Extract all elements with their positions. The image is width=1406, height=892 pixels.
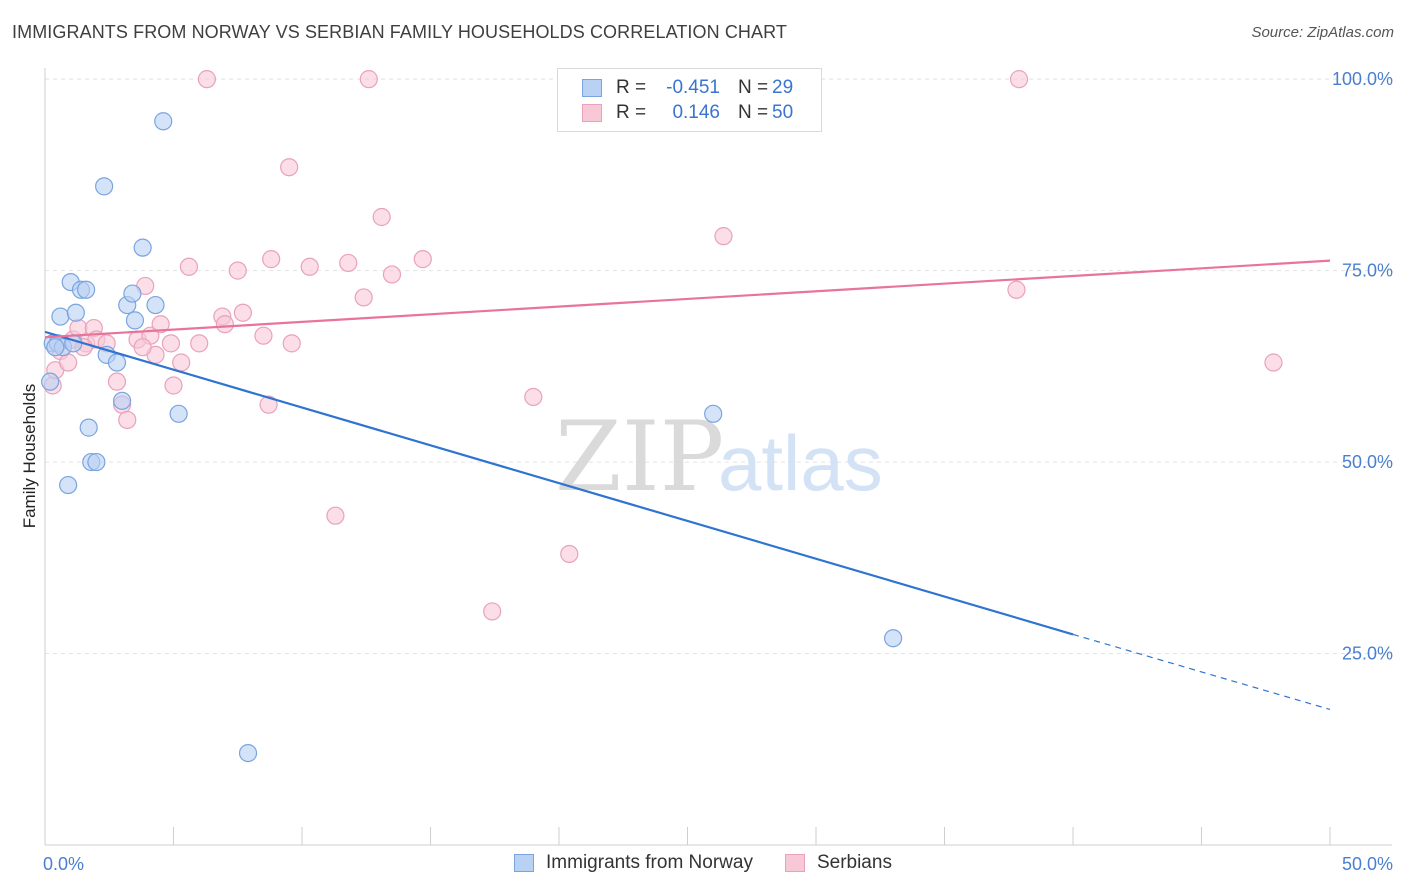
norway-point — [704, 404, 723, 423]
norway-trend-extension — [1072, 633, 1331, 711]
serbian-point — [382, 265, 402, 284]
serbian-point — [161, 334, 181, 353]
norway-point — [133, 238, 152, 257]
norway-point — [154, 112, 173, 131]
legend-swatch-norway — [582, 79, 602, 97]
tick-label-layer: 25.0% 50.0% 75.0% 100.0% 0.0% 50.0% — [43, 69, 1393, 874]
serbian-point — [190, 334, 209, 353]
norway-point — [146, 295, 165, 315]
points-layer — [41, 70, 1283, 763]
serbian-point — [359, 70, 378, 89]
legend-row-serbians: R = 0.146 N = 50 — [582, 101, 793, 125]
serbian-point — [215, 315, 234, 334]
norway-point — [883, 629, 903, 648]
norway-point — [123, 284, 142, 303]
norway-trend-line — [44, 330, 1074, 636]
legend-item-norway[interactable]: Immigrants from Norway — [514, 852, 753, 874]
serbian-point — [1264, 353, 1283, 372]
legend-swatch-norway — [514, 854, 535, 872]
norway-point — [95, 177, 114, 196]
serbian-point — [151, 315, 170, 334]
x-tick-label: 0.0% — [43, 854, 84, 874]
watermark-atlas: atlas — [718, 419, 883, 507]
norway-point — [107, 353, 127, 372]
serbian-point — [339, 253, 358, 273]
serbian-point — [259, 395, 278, 414]
norway-point — [51, 307, 70, 326]
serbian-point — [282, 334, 301, 353]
serbian-point — [164, 376, 183, 395]
norway-point — [238, 743, 258, 763]
legend-n-value-serbians: 50 — [772, 102, 794, 123]
serbian-point — [413, 250, 432, 269]
watermark: ZIP atlas — [555, 401, 883, 513]
grid-layer — [45, 78, 1392, 655]
x-tick-label: 50.0% — [1342, 854, 1393, 874]
y-tick-label: 100.0% — [1332, 69, 1393, 89]
legend-label-norway: Immigrants from Norway — [546, 852, 753, 873]
y-tick-label: 50.0% — [1342, 452, 1393, 472]
serbian-point — [262, 250, 281, 269]
legend-n-label: N = — [738, 102, 769, 123]
norway-point — [77, 280, 96, 299]
legend-item-serbians[interactable]: Serbians — [784, 852, 892, 874]
stats-legend: R = -0.451 N = 29 R = 0.146 N = 50 — [557, 68, 822, 132]
watermark-zip: ZIP — [555, 401, 724, 513]
serbian-point — [172, 353, 191, 372]
serbian-point — [372, 207, 391, 227]
serbian-point — [233, 303, 252, 322]
source-label: Source: ZipAtlas.com — [1251, 24, 1394, 41]
serbian-point — [59, 353, 78, 372]
norway-point — [87, 452, 106, 472]
serbian-point — [254, 326, 273, 345]
serbian-point — [560, 544, 579, 564]
norway-point — [169, 404, 188, 423]
legend-n-value-norway: 29 — [772, 77, 794, 98]
serbian-point — [1009, 70, 1029, 89]
bottom-legend: Immigrants from Norway Serbians — [0, 852, 1406, 874]
serbian-point — [524, 387, 543, 407]
serbian-trend-line — [44, 259, 1331, 339]
y-tick-label: 25.0% — [1342, 644, 1393, 664]
serbian-point — [133, 338, 152, 357]
axis-layer — [44, 68, 1392, 846]
norway-point — [79, 418, 98, 437]
legend-row-norway: R = -0.451 N = 29 — [582, 76, 793, 100]
serbian-point — [300, 257, 319, 276]
serbian-point — [714, 227, 733, 246]
serbian-point — [197, 70, 217, 89]
legend-r-label: R = — [616, 102, 647, 123]
serbian-point — [228, 261, 247, 280]
y-tick-label: 75.0% — [1342, 261, 1393, 281]
norway-point — [59, 475, 78, 495]
serbian-point — [354, 288, 373, 307]
legend-r-value-norway: -0.451 — [666, 77, 720, 98]
legend-swatch-serbians — [582, 104, 602, 122]
norway-point — [125, 311, 145, 330]
serbian-point — [107, 372, 127, 391]
serbian-point — [1007, 280, 1026, 299]
legend-swatch-serbians — [784, 854, 805, 872]
serbian-point — [118, 410, 137, 430]
legend-r-value-serbians: 0.146 — [672, 102, 720, 123]
chart-title: IMMIGRANTS FROM NORWAY VS SERBIAN FAMILY… — [12, 22, 788, 42]
serbian-point — [483, 602, 502, 621]
serbian-point — [280, 158, 299, 177]
legend-label-serbians: Serbians — [816, 852, 892, 873]
norway-point — [112, 391, 132, 410]
serbian-point — [326, 506, 345, 525]
serbian-point — [179, 257, 199, 276]
norway-point — [66, 303, 85, 322]
legend-n-label: N = — [738, 77, 769, 98]
trend-layer — [44, 259, 1331, 711]
norway-point — [46, 338, 65, 357]
legend-r-label: R = — [616, 77, 647, 98]
norway-point — [41, 372, 60, 391]
